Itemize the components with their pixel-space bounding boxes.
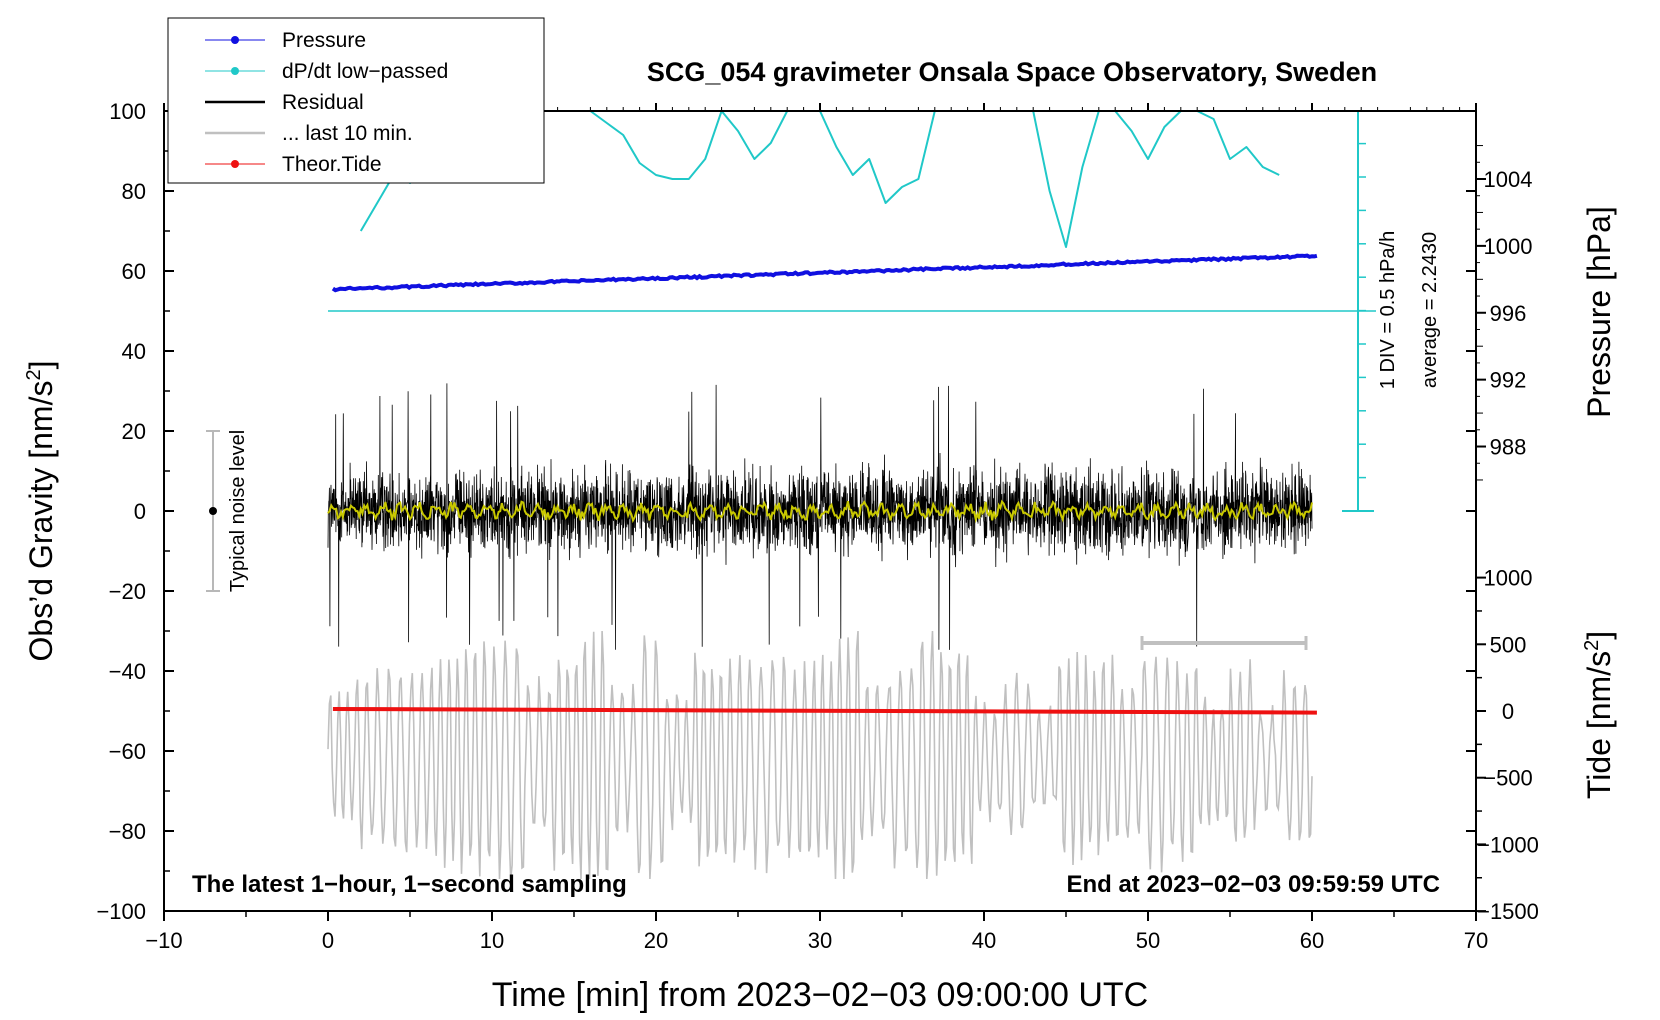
tide-axis-label-end: ] [1581,631,1617,640]
legend-entry: Pressure [205,29,366,52]
left-tick-label: 80 [122,179,146,204]
legend-label: Theor.Tide [282,153,382,176]
legend-swatch-dot [231,36,239,44]
legend-label: ... last 10 min. [282,122,413,145]
tide-axis-label: Tide [nm/s2] [1581,631,1617,799]
left-tick-label: −60 [109,739,146,764]
tide-axis-ticks: −1500 −1000 −500 0 500 1000 [1476,566,1539,924]
left-tick-label: 100 [109,99,146,124]
bottom-tick-label: −10 [145,928,182,953]
pressure-tick-label: 992 [1490,368,1527,393]
left-tick-label: 0 [134,499,146,524]
bottom-tick-label: 30 [808,928,832,953]
pressure-tick-label: 1004 [1484,167,1533,192]
pressure-line [331,253,1318,293]
x-axis-label: Time [min] from 2023−02−03 09:00:00 UTC [492,976,1148,1014]
y-axis-label-main: Obs’d Gravity [nm/s [23,381,59,662]
bottom-tick-label: 0 [322,928,334,953]
dpdt-average-label: average = 2.2430 [1419,232,1441,388]
noise-level-label: Typical noise level [227,430,249,592]
bottom-tick-label: 70 [1464,928,1488,953]
last-10-min-line [327,630,1313,880]
legend: Pressure dP/dt low−passed Residual ... last… [167,17,545,184]
left-tick-label: −20 [109,579,146,604]
end-time-note: End at 2023−02−03 09:59:59 UTC [1066,871,1440,898]
dpdt-div-label: 1 DIV = 0.5 hPa/h [1377,231,1399,389]
last-10-min-bracket [1140,636,1308,650]
legend-label: Pressure [282,29,366,52]
data-layer [327,110,1376,880]
tide-tick-label: −500 [1483,766,1533,791]
bottom-tick-label: 40 [972,928,996,953]
tide-line [332,707,1317,715]
sampling-note: The latest 1−hour, 1−second sampling [192,871,627,898]
tide-tick-label: −1000 [1477,832,1539,857]
pressure-axis-ticks: 988 992 996 1000 1004 [1476,145,1533,481]
tide-tick-label: 500 [1490,632,1527,657]
tide-tick-label: 1000 [1484,566,1533,591]
residual-line [327,383,1313,650]
pressure-tick-label: 996 [1490,301,1527,326]
left-tick-label: 40 [122,339,146,364]
chart-title: SCG_054 gravimeter Onsala Space Observat… [647,57,1377,87]
noise-level-indicator: Typical noise level [206,430,249,592]
legend-entry: ... last 10 min. [205,122,413,145]
tide-axis-label-main: Tide [nm/s [1581,651,1617,799]
tide-axis-label-sup: 2 [1581,640,1603,651]
noise-level-dot [209,507,217,515]
bottom-tick-label: 60 [1300,928,1324,953]
left-tick-label: 20 [122,419,146,444]
left-tick-label: −80 [109,819,146,844]
bottom-tick-label: 20 [644,928,668,953]
bottom-tick-label: 10 [480,928,504,953]
bottom-axis-ticks: −10 0 10 20 30 40 50 60 70 [145,103,1488,953]
legend-box [167,17,545,184]
left-tick-label: 60 [122,259,146,284]
left-tick-label: −100 [96,899,146,924]
y-axis-label-end: ] [23,361,59,370]
legend-swatch-dot [231,67,239,75]
left-axis-ticks: −100 −80 −60 −40 −20 0 20 40 60 80 100 [96,99,1476,924]
y-axis-label-sup: 2 [23,369,45,380]
y-axis-label: Obs’d Gravity [nm/s2] [23,361,59,662]
pressure-axis-label: Pressure [hPa] [1581,206,1617,418]
residual-smoothed-line [327,499,1313,524]
legend-entry: dP/dt low−passed [205,60,448,83]
tide-tick-label: 0 [1502,699,1514,724]
legend-label: dP/dt low−passed [282,60,448,83]
tide-tick-label: −1500 [1477,899,1539,924]
pressure-tick-label: 1000 [1484,234,1533,259]
left-tick-label: −40 [109,659,146,684]
legend-swatch-dot [231,160,239,168]
dpdt-scale: 1 DIV = 0.5 hPa/h average = 2.2430 [1377,231,1441,389]
legend-entry: Theor.Tide [205,153,382,176]
bottom-tick-label: 50 [1136,928,1160,953]
legend-label: Residual [282,91,364,114]
pressure-tick-label: 988 [1490,435,1527,460]
legend-entry: Residual [205,91,364,114]
